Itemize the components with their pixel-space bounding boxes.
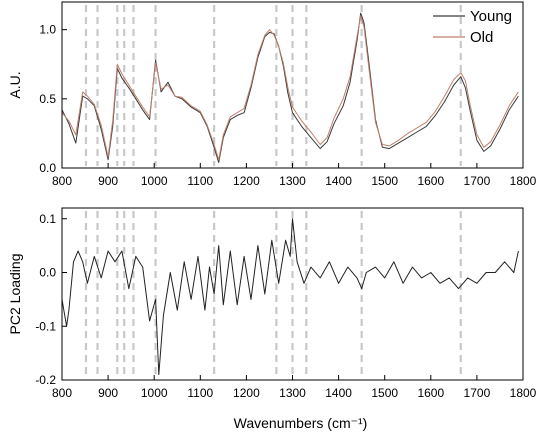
- x-tick-label: 1400: [325, 386, 352, 400]
- x-tick-label: 1700: [464, 174, 491, 188]
- plot-frame: [61, 207, 524, 381]
- y-tick-label: -0.1: [35, 319, 56, 333]
- x-tick-label: 1200: [233, 174, 260, 188]
- y-tick-label: 0.1: [39, 212, 56, 226]
- x-tick-label: 900: [98, 174, 118, 188]
- y-tick-label: -0.2: [35, 373, 56, 387]
- x-tick-label: 1800: [510, 386, 537, 400]
- x-tick-label: 1000: [141, 386, 168, 400]
- x-tick-label: 1400: [325, 174, 352, 188]
- x-tick-label: 800: [52, 386, 72, 400]
- x-tick-label: 1500: [371, 386, 398, 400]
- x-tick-label: 1800: [510, 174, 537, 188]
- x-tick-label: 800: [52, 174, 72, 188]
- y-tick-label: 1.0: [39, 23, 56, 37]
- x-tick-label: 1100: [187, 386, 213, 400]
- series-line: [61, 15, 519, 161]
- x-tick-label: 1700: [464, 386, 491, 400]
- x-tick-label: 1300: [279, 386, 306, 400]
- x-tick-label: 1500: [371, 174, 398, 188]
- y-tick-label: 0.0: [39, 266, 56, 280]
- legend-label: Young: [470, 8, 512, 25]
- pc2-loading-panel: 800 900 1000 1100 1200 1300 1400 1500 1600 1700 18…: [7, 207, 537, 431]
- x-tick-label: 1000: [141, 174, 168, 188]
- legend-label: Old: [470, 29, 493, 46]
- y-axis-title: PC2 Loading: [7, 254, 23, 335]
- y-axis-title: A.U.: [7, 71, 23, 98]
- x-tick-label: 1600: [417, 174, 444, 188]
- x-axis-title: Wavenumbers (cm⁻¹): [234, 415, 368, 431]
- x-tick-label: 900: [98, 386, 118, 400]
- x-tick-label: 1100: [187, 174, 213, 188]
- x-tick-label: 1200: [233, 386, 260, 400]
- series-line: [61, 218, 519, 376]
- y-tick-label: 0.5: [39, 92, 56, 106]
- x-tick-label: 1300: [279, 174, 306, 188]
- y-tick-label: 0.0: [39, 161, 56, 175]
- absorbance-spectra-panel: 800 900 1000 1100 1200 1300 1400 1500 1600 1700 18…: [7, 1, 537, 188]
- x-tick-label: 1600: [417, 386, 444, 400]
